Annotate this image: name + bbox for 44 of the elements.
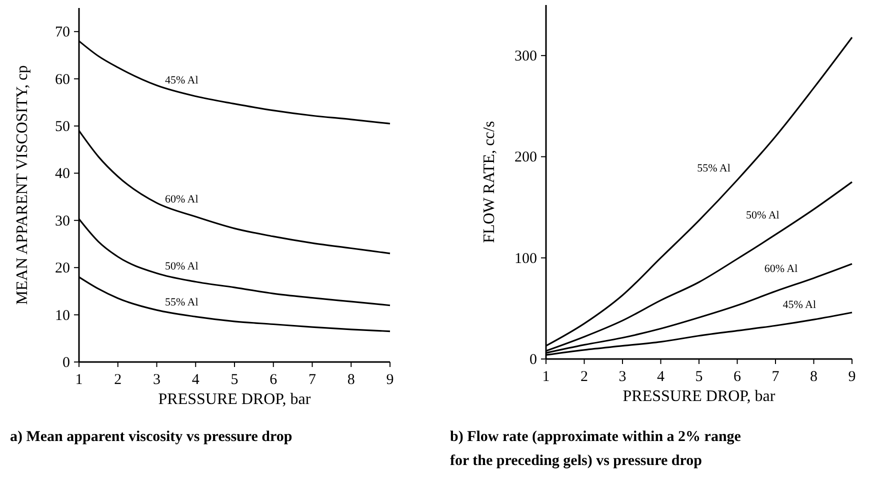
series-label: 55% Al xyxy=(164,296,198,308)
x-tick-label: 1 xyxy=(542,369,550,385)
series-label: 60% Al xyxy=(164,194,198,206)
y-tick-label: 30 xyxy=(55,213,70,230)
x-tick-label: 4 xyxy=(657,369,665,385)
series-label: 45% Al xyxy=(782,299,816,312)
x-tick-label: 8 xyxy=(347,372,355,388)
y-tick-label: 200 xyxy=(514,150,537,166)
x-tick-label: 2 xyxy=(114,372,122,388)
series-label: 50% Al xyxy=(164,260,198,273)
y-axis-title: MEAN APPARENT VISCOSITY, cp xyxy=(14,65,31,305)
y-tick-label: 0 xyxy=(530,352,537,368)
series-label: 55% Al xyxy=(697,162,730,175)
x-tick-label: 6 xyxy=(270,372,278,388)
text: b) Flow rate (approximate within a 2% range for the preceding gels) vs pressure drop xyxy=(450,429,742,469)
text: a) Mean apparent viscosity vs pressure drop xyxy=(10,429,292,445)
x-tick-label: 9 xyxy=(848,369,856,385)
x-tick-label: 4 xyxy=(192,372,200,388)
y-tick-label: 300 xyxy=(514,48,537,65)
x-tick-label: 3 xyxy=(153,372,160,388)
series-label: 60% Al xyxy=(764,262,798,275)
x-tick-label: 7 xyxy=(772,369,780,385)
y-tick-label: 50 xyxy=(55,119,70,135)
y-tick-label: 60 xyxy=(55,72,70,88)
y-tick-label: 20 xyxy=(55,260,70,277)
x-tick-label: 5 xyxy=(230,372,238,388)
y-tick-label: 40 xyxy=(55,166,70,182)
y-tick-label: 70 xyxy=(55,24,70,41)
x-axis-title: PRESSURE DROP, bar xyxy=(622,388,776,405)
x-tick-label: 6 xyxy=(734,369,742,385)
x-tick-label: 1 xyxy=(75,372,83,388)
x-axis-title: PRESSURE DROP, bar xyxy=(158,391,312,408)
x-tick-label: 7 xyxy=(308,372,316,388)
y-axis-title: FLOW RATE, cc/s xyxy=(481,121,498,243)
x-tick-label: 8 xyxy=(810,369,818,385)
series-label: 45% Al xyxy=(164,74,198,86)
y-tick-label: 10 xyxy=(55,308,70,324)
y-tick-label: 100 xyxy=(514,250,537,267)
y-tick-label: 0 xyxy=(62,355,70,371)
x-tick-label: 3 xyxy=(618,369,626,385)
series-label: 50% Al xyxy=(746,210,780,222)
x-tick-label: 2 xyxy=(580,369,588,385)
x-tick-label: 9 xyxy=(386,372,394,388)
x-tick-label: 5 xyxy=(695,369,703,385)
